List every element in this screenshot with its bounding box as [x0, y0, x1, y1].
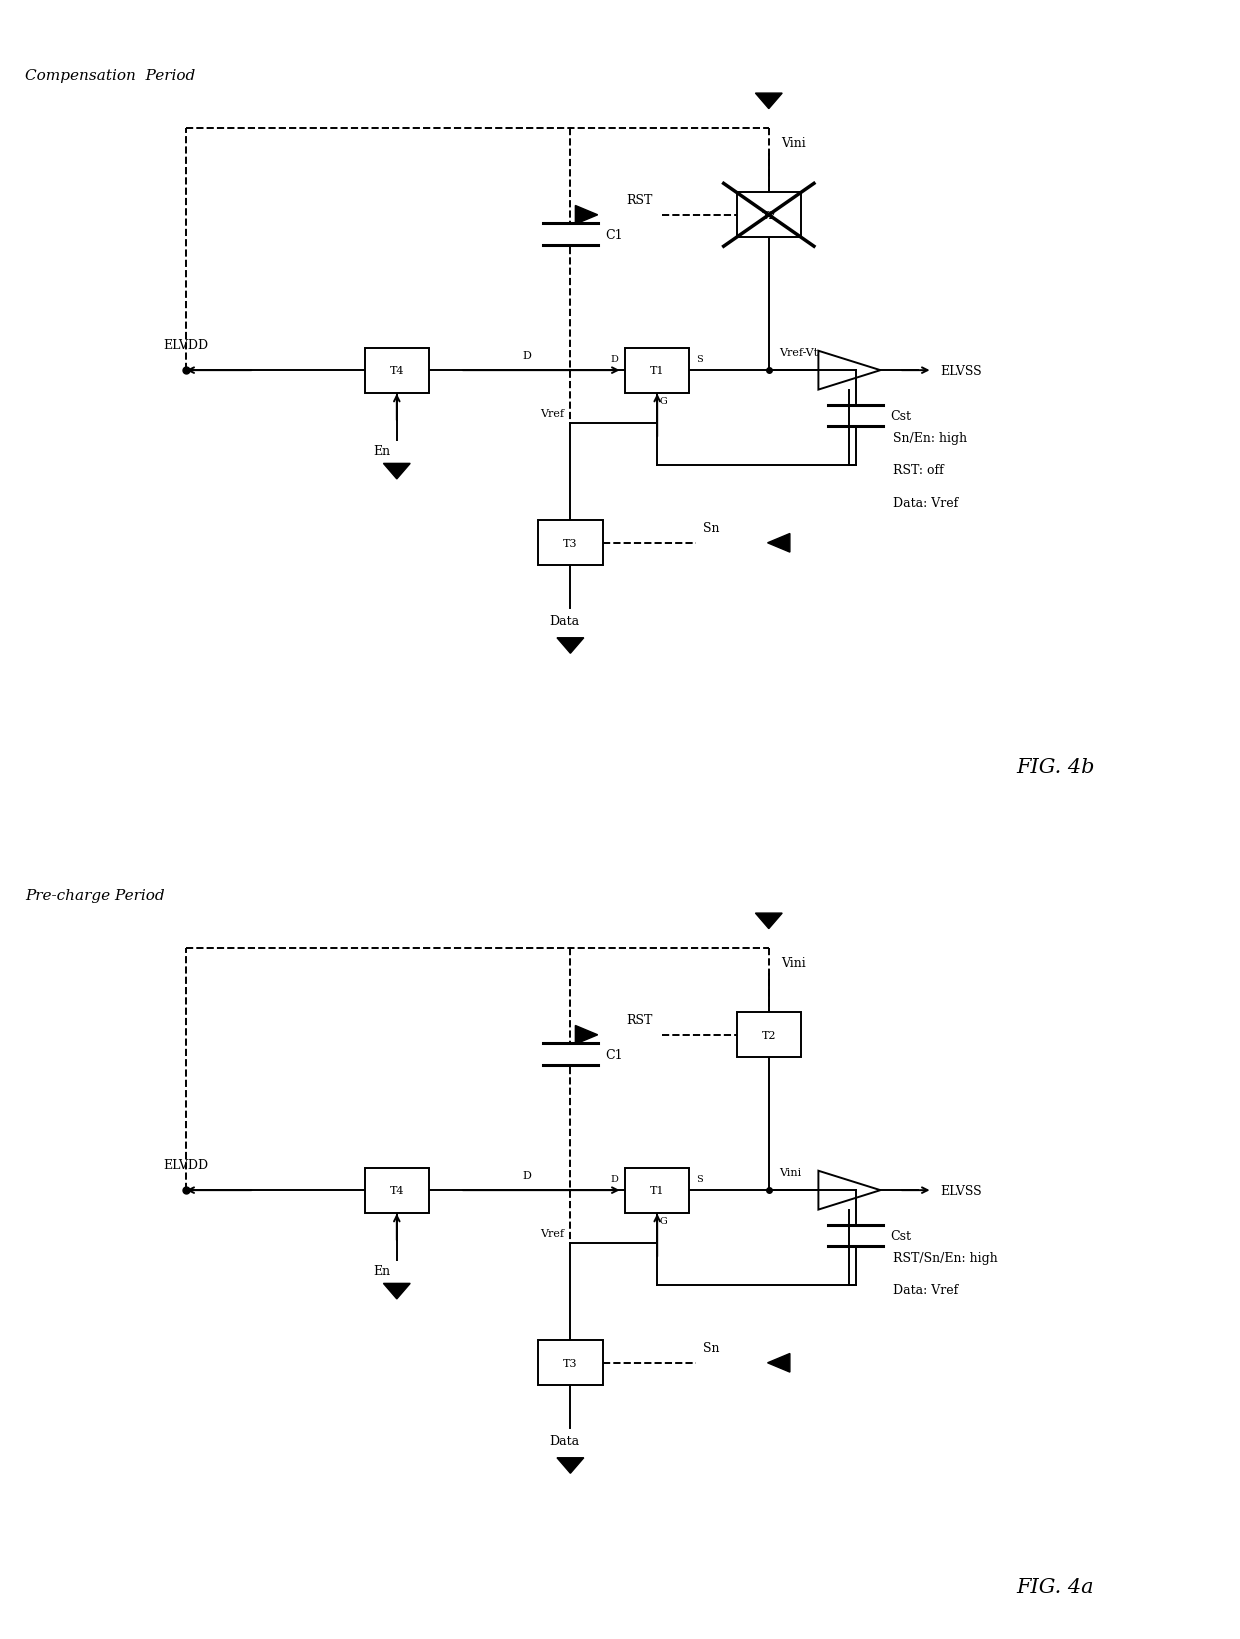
- Text: D: D: [522, 351, 532, 361]
- Text: ELVSS: ELVSS: [940, 364, 982, 377]
- Text: T2: T2: [761, 211, 776, 221]
- Text: RST: RST: [626, 193, 652, 207]
- Bar: [365, 349, 429, 393]
- Text: Data: Vref: Data: Vref: [893, 1283, 959, 1296]
- Polygon shape: [383, 464, 410, 480]
- Text: T3: T3: [563, 1359, 578, 1369]
- Text: D: D: [611, 356, 619, 364]
- Text: C1: C1: [605, 1047, 622, 1060]
- Text: Compensation  Period: Compensation Period: [25, 69, 195, 84]
- Polygon shape: [755, 93, 782, 110]
- Text: Vref: Vref: [541, 410, 564, 420]
- Polygon shape: [768, 1354, 790, 1372]
- Polygon shape: [557, 1457, 584, 1473]
- Polygon shape: [575, 207, 598, 225]
- Text: RST/Sn/En: high: RST/Sn/En: high: [893, 1251, 997, 1264]
- Text: S: S: [696, 356, 702, 364]
- Text: FIG. 4a: FIG. 4a: [1017, 1577, 1095, 1596]
- Text: D: D: [611, 1175, 619, 1183]
- Text: ELVDD: ELVDD: [164, 339, 208, 352]
- Text: Data: Vref: Data: Vref: [893, 497, 959, 510]
- Text: Sn: Sn: [703, 1341, 719, 1354]
- Text: Pre-charge Period: Pre-charge Period: [25, 888, 165, 903]
- Bar: [737, 1013, 801, 1057]
- Text: S: S: [696, 1175, 702, 1183]
- Text: Data: Data: [549, 615, 579, 628]
- Text: T1: T1: [650, 365, 665, 375]
- Bar: [538, 521, 603, 565]
- Text: En: En: [373, 1265, 391, 1278]
- Text: T1: T1: [650, 1185, 665, 1195]
- Polygon shape: [768, 534, 790, 552]
- Bar: [625, 349, 689, 393]
- Bar: [538, 1341, 603, 1385]
- Text: RST: off: RST: off: [893, 464, 944, 477]
- Text: Sn: Sn: [703, 521, 719, 534]
- Text: ELVSS: ELVSS: [940, 1183, 982, 1196]
- Text: C1: C1: [605, 228, 622, 241]
- Polygon shape: [755, 913, 782, 929]
- Text: ELVDD: ELVDD: [164, 1159, 208, 1172]
- Polygon shape: [383, 1283, 410, 1300]
- Text: Cst: Cst: [890, 410, 911, 423]
- Polygon shape: [557, 638, 584, 654]
- Text: T4: T4: [389, 365, 404, 375]
- Bar: [365, 1169, 429, 1213]
- Polygon shape: [575, 1026, 598, 1044]
- Text: Vini: Vini: [781, 138, 806, 151]
- Text: T4: T4: [389, 1185, 404, 1195]
- Text: G: G: [660, 397, 667, 406]
- Text: Vref-Vt: Vref-Vt: [779, 347, 818, 357]
- Text: T3: T3: [563, 539, 578, 549]
- Text: FIG. 4b: FIG. 4b: [1017, 757, 1095, 777]
- Text: T2: T2: [761, 1031, 776, 1041]
- Text: Sn/En: high: Sn/En: high: [893, 431, 967, 444]
- Bar: [737, 193, 801, 238]
- Text: D: D: [522, 1170, 532, 1180]
- Text: Data: Data: [549, 1434, 579, 1447]
- Text: Cst: Cst: [890, 1229, 911, 1242]
- Text: G: G: [660, 1216, 667, 1226]
- Text: RST: RST: [626, 1013, 652, 1026]
- Text: Vref: Vref: [541, 1229, 564, 1239]
- Text: En: En: [373, 446, 391, 459]
- Text: Vini: Vini: [781, 957, 806, 970]
- Bar: [625, 1169, 689, 1213]
- Text: Vini: Vini: [779, 1167, 801, 1177]
